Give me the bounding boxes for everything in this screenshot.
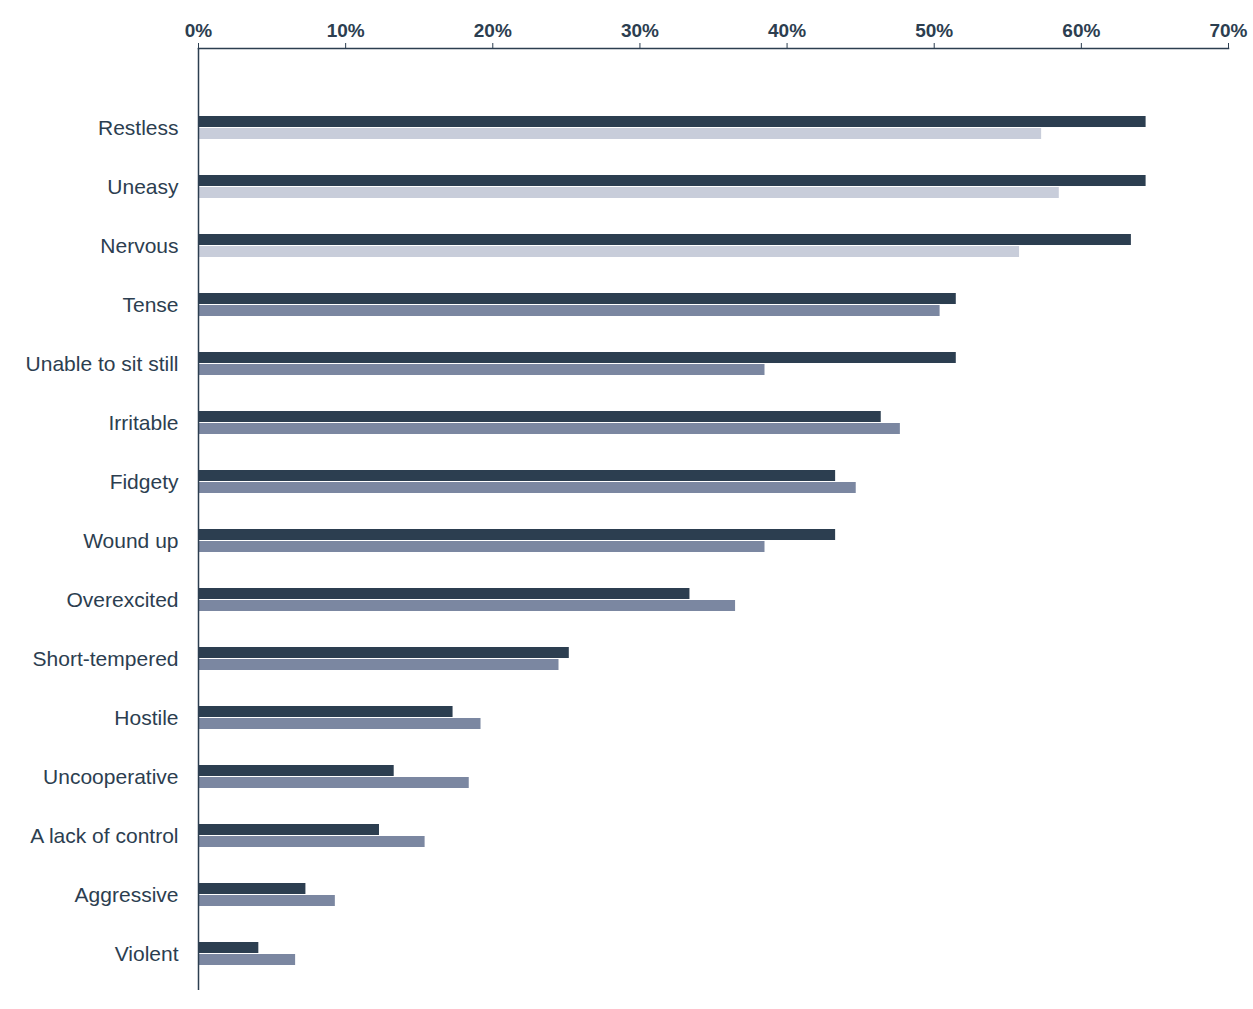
svg-text:Aggressive: Aggressive	[75, 883, 179, 906]
svg-text:Uneasy: Uneasy	[107, 175, 179, 198]
svg-text:10%: 10%	[327, 20, 365, 41]
svg-text:70%: 70%	[1209, 20, 1247, 41]
svg-text:Violent: Violent	[115, 942, 179, 965]
svg-text:50%: 50%	[915, 20, 953, 41]
svg-text:Unable to sit still: Unable to sit still	[26, 352, 179, 375]
svg-text:Irritable: Irritable	[108, 411, 178, 434]
svg-text:0%: 0%	[185, 20, 213, 41]
svg-text:30%: 30%	[621, 20, 659, 41]
svg-text:Uncooperative: Uncooperative	[43, 765, 178, 788]
svg-text:Short-tempered: Short-tempered	[33, 647, 179, 670]
svg-text:Hostile: Hostile	[114, 706, 178, 729]
svg-text:Wound up: Wound up	[83, 529, 178, 552]
svg-text:A lack of control: A lack of control	[30, 824, 178, 847]
svg-text:Overexcited: Overexcited	[66, 588, 178, 611]
svg-text:60%: 60%	[1062, 20, 1100, 41]
svg-text:Tense: Tense	[122, 293, 178, 316]
svg-text:20%: 20%	[474, 20, 512, 41]
svg-text:40%: 40%	[768, 20, 806, 41]
svg-text:Fidgety: Fidgety	[110, 470, 179, 493]
svg-text:Nervous: Nervous	[100, 234, 178, 257]
svg-text:Restless: Restless	[98, 116, 179, 139]
